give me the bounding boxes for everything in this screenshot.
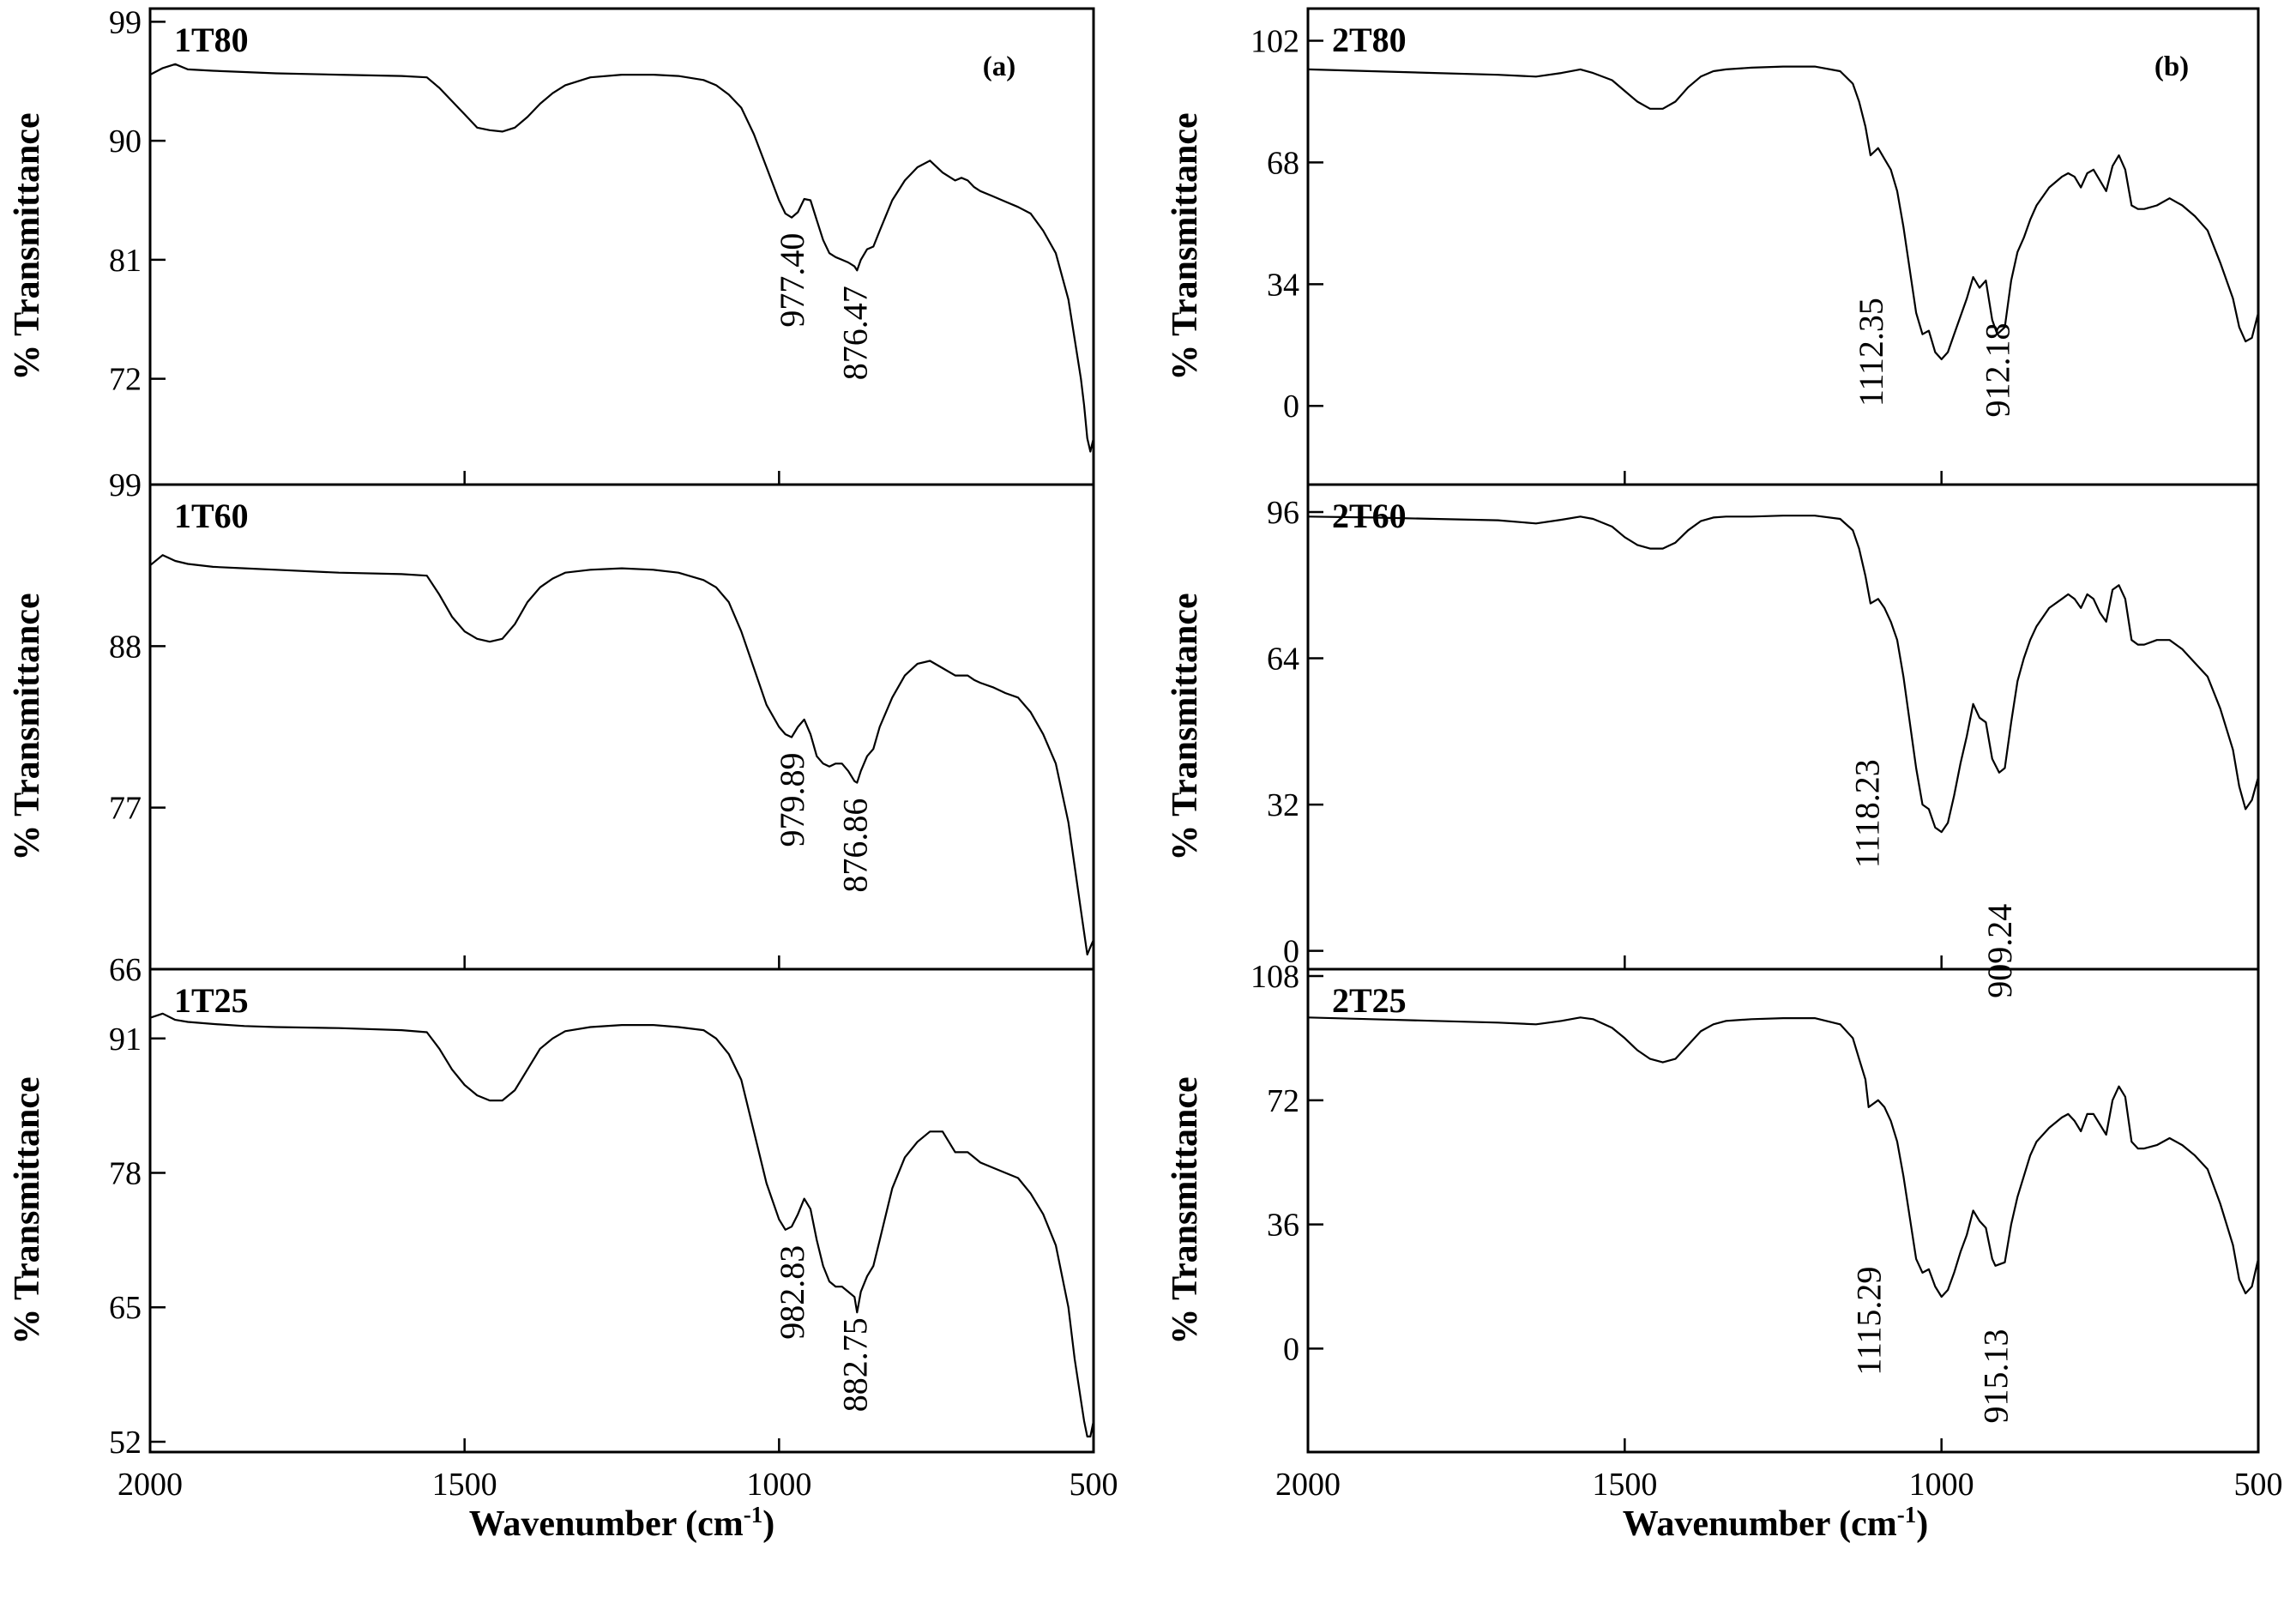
peak-label: 912.18 bbox=[1979, 322, 2017, 417]
peak-label: 882.75 bbox=[835, 1317, 874, 1412]
y-tick-label: 34 bbox=[1267, 267, 1299, 303]
x-tick-label: 1500 bbox=[1592, 1467, 1657, 1503]
series-line-2t80 bbox=[1307, 65, 2260, 360]
y-tick-label: 52 bbox=[109, 1425, 142, 1461]
y-axis-title: % Transmittance bbox=[1166, 593, 1205, 860]
y-axis-title: % Transmittance bbox=[1166, 1076, 1205, 1344]
x-axis-title-left: Wavenumber (cm-1) bbox=[469, 1502, 775, 1544]
peak-label: 876.86 bbox=[835, 798, 874, 893]
panel-2t60: 0 32 64 96 2T60 % Transmittance bbox=[1166, 483, 2260, 971]
series-line-2t25 bbox=[1307, 1016, 2260, 1299]
sample-label: 2T80 bbox=[1332, 21, 1407, 59]
y-tick-label: 99 bbox=[109, 467, 142, 503]
y-tick-label: 108 bbox=[1250, 959, 1299, 995]
sample-label: 1T80 bbox=[174, 21, 249, 59]
y-tick-label: 102 bbox=[1250, 24, 1299, 60]
sample-label: 1T60 bbox=[174, 497, 249, 535]
plot-frame bbox=[148, 967, 1095, 1454]
panel-1t80: 72 81 90 99 1T80 % Transmittance 977.40 876.47 bbox=[8, 4, 1095, 486]
panel-tag-a: (a) bbox=[983, 51, 1015, 82]
y-tick-label: 81 bbox=[109, 243, 142, 279]
x-tick-label: 500 bbox=[1070, 1467, 1118, 1503]
y-tick-label: 0 bbox=[1283, 934, 1299, 970]
y-tick-label: 91 bbox=[109, 1021, 142, 1058]
y-tick-label: 90 bbox=[109, 124, 142, 160]
peak-label: 1118.23 bbox=[1848, 759, 1887, 868]
sample-label: 2T60 bbox=[1332, 497, 1407, 535]
y-tick-label: 32 bbox=[1267, 787, 1299, 823]
y-tick-label: 96 bbox=[1267, 495, 1299, 531]
x-tick-label: 1000 bbox=[746, 1467, 811, 1503]
series-line-1t80 bbox=[149, 63, 1095, 453]
x-tick-label: 1500 bbox=[432, 1467, 497, 1503]
plot-frame bbox=[1306, 483, 2260, 971]
y-tick-label: 77 bbox=[109, 791, 142, 827]
y-tick-label: 0 bbox=[1283, 389, 1299, 425]
x-axis-title-right: Wavenumber (cm-1) bbox=[1623, 1502, 1929, 1544]
panel-1t60: 66 77 88 99 1T60 % Transmittance 979.89 876.86 bbox=[8, 467, 1095, 988]
x-tick-label: 1000 bbox=[1909, 1467, 1974, 1503]
y-tick-label: 36 bbox=[1267, 1208, 1299, 1244]
plot-frame bbox=[1306, 967, 2260, 1454]
x-title-main: Wavenumber (cm bbox=[1623, 1504, 1897, 1544]
peak-label: 979.89 bbox=[773, 752, 811, 847]
panel-2t25: 0 36 72 108 2000 1500 1000 500 2T25 % Transmittan… bbox=[1166, 959, 2283, 1503]
y-tick-label: 99 bbox=[109, 4, 142, 40]
y-tick-label: 64 bbox=[1267, 642, 1299, 678]
peak-label: 982.83 bbox=[773, 1245, 811, 1340]
series-line-1t60 bbox=[149, 554, 1095, 956]
panel-1t25: 52 65 78 91 2000 1500 1000 500 1T25 % Transmittan… bbox=[8, 967, 1118, 1503]
peak-label: 915.13 bbox=[1976, 1329, 2015, 1424]
sample-label: 1T25 bbox=[174, 981, 249, 1020]
panel-tag-b: (b) bbox=[2154, 51, 2189, 82]
y-tick-label: 65 bbox=[109, 1290, 142, 1326]
plot-frame bbox=[148, 483, 1095, 971]
x-title-close: ) bbox=[762, 1504, 774, 1544]
peak-label: 1115.29 bbox=[1850, 1267, 1889, 1376]
y-tick-label: 68 bbox=[1267, 145, 1299, 181]
y-tick-label: 0 bbox=[1283, 1331, 1299, 1367]
panel-2t80: 0 34 68 102 2T80 % Transmittance bbox=[1166, 7, 2260, 486]
peak-label: 977.40 bbox=[773, 233, 811, 328]
peak-label: 876.47 bbox=[835, 286, 874, 380]
y-tick-label: 72 bbox=[1267, 1083, 1299, 1119]
x-title-sup: -1 bbox=[1897, 1502, 1917, 1528]
x-title-close: ) bbox=[1916, 1504, 1928, 1544]
series-line-1t25 bbox=[149, 1012, 1095, 1438]
series-line-2t60 bbox=[1307, 515, 2260, 834]
x-title-main: Wavenumber (cm bbox=[469, 1504, 744, 1544]
x-tick-label: 2000 bbox=[1275, 1467, 1341, 1503]
y-tick-label: 88 bbox=[109, 629, 142, 665]
plot-frame bbox=[148, 7, 1095, 486]
plot-frame bbox=[1306, 7, 2260, 486]
x-tick-label: 2000 bbox=[118, 1467, 183, 1503]
peak-label: 909.24 bbox=[1980, 904, 2019, 998]
y-axis-title: % Transmittance bbox=[8, 1076, 47, 1344]
y-tick-label: 72 bbox=[109, 362, 142, 398]
panels: 72 81 90 99 1T80 % Transmittance 977.40 876.47 6… bbox=[8, 4, 2283, 1503]
x-title-sup: -1 bbox=[744, 1502, 763, 1528]
y-tick-label: 78 bbox=[109, 1155, 142, 1191]
peak-label: 1112.35 bbox=[1852, 298, 1890, 407]
y-axis-title: % Transmittance bbox=[8, 112, 47, 380]
sample-label: 2T25 bbox=[1332, 981, 1407, 1020]
y-tick-label: 66 bbox=[109, 952, 142, 988]
x-tick-label: 500 bbox=[2234, 1467, 2283, 1503]
y-axis-title: % Transmittance bbox=[1166, 112, 1205, 380]
y-axis-title: % Transmittance bbox=[8, 593, 47, 860]
